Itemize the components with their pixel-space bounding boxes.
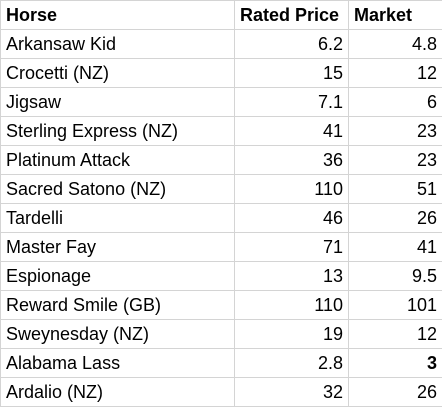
table-row: Arkansaw Kid 6.2 4.8	[0, 29, 442, 59]
cell-market[interactable]: 12	[348, 58, 442, 88]
table-row: Espionage 13 9.5	[0, 261, 442, 291]
cell-market[interactable]: 101	[348, 290, 442, 320]
table-row: Sacred Satono (NZ) 110 51	[0, 174, 442, 204]
table-row: Tardelli 46 26	[0, 203, 442, 233]
cell-rated-price[interactable]: 15	[234, 58, 349, 88]
header-cell-horse[interactable]: Horse	[0, 0, 235, 30]
table-row: Master Fay 71 41	[0, 232, 442, 262]
cell-horse[interactable]: Master Fay	[0, 232, 235, 262]
cell-rated-price[interactable]: 32	[234, 377, 349, 407]
cell-rated-price[interactable]: 13	[234, 261, 349, 291]
horse-price-table: Horse Rated Price Market Arkansaw Kid 6.2…	[0, 0, 442, 407]
cell-rated-price[interactable]: 71	[234, 232, 349, 262]
table-row: Platinum Attack 36 23	[0, 145, 442, 175]
cell-market[interactable]: 23	[348, 116, 442, 146]
header-cell-market[interactable]: Market	[348, 0, 442, 30]
cell-market[interactable]: 12	[348, 319, 442, 349]
header-cell-rated-price[interactable]: Rated Price	[234, 0, 349, 30]
cell-horse[interactable]: Reward Smile (GB)	[0, 290, 235, 320]
cell-horse[interactable]: Platinum Attack	[0, 145, 235, 175]
cell-rated-price[interactable]: 41	[234, 116, 349, 146]
table-row: Ardalio (NZ) 32 26	[0, 377, 442, 407]
cell-horse[interactable]: Tardelli	[0, 203, 235, 233]
cell-horse[interactable]: Jigsaw	[0, 87, 235, 117]
cell-horse[interactable]: Sterling Express (NZ)	[0, 116, 235, 146]
cell-market[interactable]: 41	[348, 232, 442, 262]
cell-market[interactable]: 9.5	[348, 261, 442, 291]
cell-rated-price[interactable]: 36	[234, 145, 349, 175]
cell-rated-price[interactable]: 7.1	[234, 87, 349, 117]
cell-rated-price[interactable]: 46	[234, 203, 349, 233]
cell-horse[interactable]: Alabama Lass	[0, 348, 235, 378]
cell-horse[interactable]: Arkansaw Kid	[0, 29, 235, 59]
cell-market[interactable]: 26	[348, 377, 442, 407]
cell-rated-price[interactable]: 6.2	[234, 29, 349, 59]
cell-horse[interactable]: Sacred Satono (NZ)	[0, 174, 235, 204]
table-row: Alabama Lass 2.8 3	[0, 348, 442, 378]
cell-market[interactable]: 26	[348, 203, 442, 233]
table-row: Sweynesday (NZ) 19 12	[0, 319, 442, 349]
table-row: Reward Smile (GB) 110 101	[0, 290, 442, 320]
table-row: Crocetti (NZ) 15 12	[0, 58, 442, 88]
cell-market[interactable]: 6	[348, 87, 442, 117]
table-row: Sterling Express (NZ) 41 23	[0, 116, 442, 146]
cell-market[interactable]: 51	[348, 174, 442, 204]
cell-horse[interactable]: Crocetti (NZ)	[0, 58, 235, 88]
cell-horse[interactable]: Sweynesday (NZ)	[0, 319, 235, 349]
cell-rated-price[interactable]: 110	[234, 290, 349, 320]
table-row: Jigsaw 7.1 6	[0, 87, 442, 117]
cell-market[interactable]: 3	[348, 348, 442, 378]
cell-rated-price[interactable]: 2.8	[234, 348, 349, 378]
cell-rated-price[interactable]: 110	[234, 174, 349, 204]
cell-market[interactable]: 4.8	[348, 29, 442, 59]
cell-market[interactable]: 23	[348, 145, 442, 175]
cell-horse[interactable]: Ardalio (NZ)	[0, 377, 235, 407]
cell-rated-price[interactable]: 19	[234, 319, 349, 349]
header-row: Horse Rated Price Market	[0, 0, 442, 30]
cell-horse[interactable]: Espionage	[0, 261, 235, 291]
